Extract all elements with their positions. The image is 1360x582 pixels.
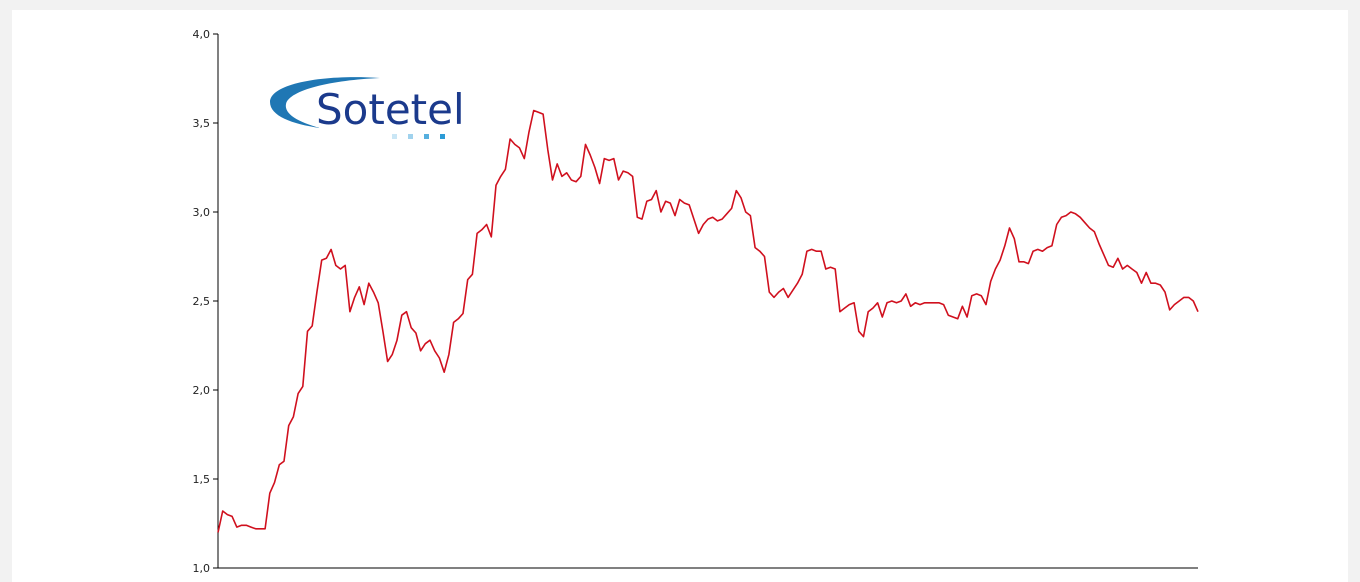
- y-tick-label: 3,5: [193, 117, 211, 130]
- series-line: [217, 109, 1199, 533]
- company-logo: Sotetel: [270, 77, 465, 139]
- logo-squares: [392, 134, 445, 139]
- logo-text: Sotetel: [316, 85, 465, 134]
- y-tick-label: 2,0: [193, 384, 211, 397]
- y-tick-label: 1,0: [193, 562, 211, 575]
- chart-frame: 1,0 1,5 2,0 2,5 3,0 3,5 4,0 Sotetel: [12, 10, 1348, 582]
- logo-square: [408, 134, 413, 139]
- y-tick-label: 3,0: [193, 206, 211, 219]
- y-tick-label: 2,5: [193, 295, 211, 308]
- y-tick-label: 4,0: [193, 28, 211, 41]
- logo-square: [424, 134, 429, 139]
- y-tick-label: 1,5: [193, 473, 211, 486]
- logo-square: [440, 134, 445, 139]
- line-chart: 1,0 1,5 2,0 2,5 3,0 3,5 4,0: [193, 28, 1199, 575]
- logo-swoosh: [270, 77, 380, 128]
- logo-square: [392, 134, 397, 139]
